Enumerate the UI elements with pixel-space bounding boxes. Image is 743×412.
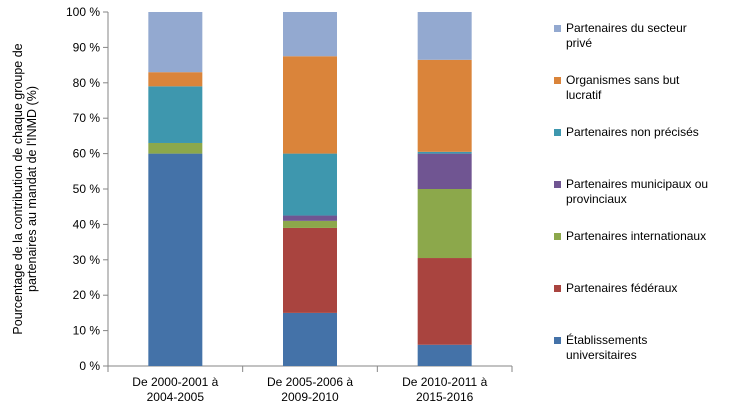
x-category-label: De 2000-2001 à 2004-2005	[132, 375, 218, 404]
legend-swatch	[554, 337, 561, 344]
bar-segment	[283, 227, 337, 313]
y-tick-label: 90 %	[73, 40, 101, 54]
bar-segment	[283, 220, 337, 228]
legend-swatch	[554, 181, 561, 188]
bar-segment	[148, 12, 203, 73]
legend-label: Établissements universitaires	[566, 332, 647, 362]
legend-label: Partenaires fédéraux	[566, 281, 677, 295]
bar-segment	[417, 151, 472, 154]
bar-segment	[283, 312, 337, 366]
legend-swatch	[554, 129, 561, 136]
bar-segment	[417, 258, 472, 345]
y-tick-label: 10 %	[73, 324, 101, 338]
legend-swatch	[554, 77, 561, 84]
y-axis-title: Pourcentage de la contribution de chaque…	[11, 43, 39, 334]
legend-label: Partenaires municipaux ou provinciaux	[566, 177, 708, 206]
bar-segment	[148, 142, 203, 154]
y-tick-label: 60 %	[73, 147, 101, 161]
x-axis-labels: De 2000-2001 à 2004-2005 De 2005-2006 à 200…	[107, 366, 513, 404]
bar-segment	[148, 72, 203, 87]
bar-segment	[283, 12, 337, 57]
y-tick-label: 70 %	[73, 111, 101, 125]
y-tick-label: 20 %	[73, 288, 101, 302]
legend-label: Partenaires non précisés	[566, 125, 699, 139]
legend-label: Partenaires du secteur privé	[566, 21, 687, 50]
bar-segment	[417, 59, 472, 152]
y-tick-label: 30 %	[73, 253, 101, 267]
bar-segment	[417, 12, 472, 60]
legend-swatch	[554, 285, 561, 292]
bar-segment	[283, 153, 337, 216]
x-category-label: De 2010-2011 à 2015-2016	[402, 375, 488, 404]
legend-swatch	[554, 25, 561, 32]
bar-segment	[148, 153, 203, 366]
bars	[148, 12, 472, 366]
bar-segment	[148, 86, 203, 143]
bar-segment	[417, 344, 472, 366]
bar-segment	[283, 215, 337, 221]
y-tick-label: 100 %	[66, 5, 100, 19]
bar-segment	[417, 189, 472, 259]
y-tick-label: 80 %	[73, 76, 101, 90]
x-category-label: De 2005-2006 à 2009-2010	[267, 375, 353, 404]
legend-label: Partenaires internationaux	[566, 229, 706, 243]
legend-label: Organismes sans but lucratif	[566, 73, 680, 102]
bar-segment	[283, 56, 337, 154]
legend: Partenaires du secteur privé Organismes sa…	[554, 21, 708, 362]
bar-segment	[417, 153, 472, 189]
y-tick-label: 50 %	[73, 182, 101, 196]
y-tick-label: 0 %	[79, 359, 100, 373]
y-axis-ticks: 0 % 10 % 20 % 30 % 40 % 50 % 60 % 70 % 80 % 90 % 1…	[66, 5, 108, 373]
y-tick-label: 40 %	[73, 217, 101, 231]
legend-swatch	[554, 233, 561, 240]
